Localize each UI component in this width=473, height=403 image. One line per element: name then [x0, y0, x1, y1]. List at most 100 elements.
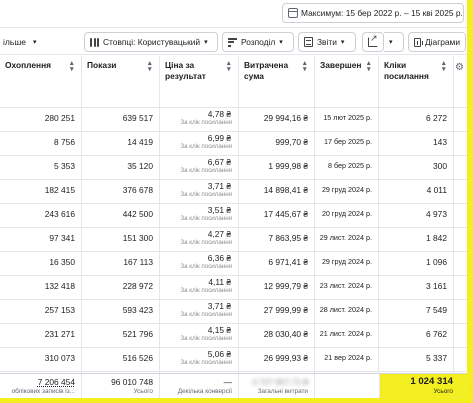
column-header-label: Витрачена сума	[244, 60, 289, 81]
charts-button-label: Діаграми	[425, 37, 460, 47]
cell-impressions: 593 423	[82, 300, 160, 324]
cost-per-result-caption: За клік посилання	[180, 311, 232, 318]
column-header-cost-per-result[interactable]: Ціна за результат	[160, 56, 239, 108]
cell-cost-per-result: 4,11 ₴ За клік посилання	[160, 276, 239, 300]
cost-per-result-value: 3,71 ₴	[207, 181, 231, 191]
cell-reach: 16 350	[0, 252, 82, 276]
cost-per-result-caption: За клік посилання	[180, 263, 232, 270]
breakdown-button-label: Розподіл	[241, 37, 276, 47]
cell-amount-spent: 14 898,41 ₴	[239, 180, 315, 204]
export-button[interactable]	[362, 32, 384, 52]
cell-link-clicks: 5 337	[379, 348, 454, 372]
column-header-reach[interactable]: Охоплення	[0, 56, 82, 108]
summary-clicks-caption: Усього	[433, 388, 453, 395]
cell-cost-per-result: 5,06 ₴ За клік посилання	[160, 348, 239, 372]
cell-reach: 231 271	[0, 324, 82, 348]
cost-per-result-caption: За клік посилання	[180, 191, 232, 198]
cell-ends: 29 груд 2024 р.	[315, 180, 379, 204]
cost-per-result-caption: За клік посилання	[180, 239, 232, 246]
sort-icon[interactable]	[227, 59, 234, 76]
cell-cost-per-result: 6,67 ₴ За клік посилання	[160, 156, 239, 180]
calendar-icon	[288, 8, 298, 18]
cell-cost-per-result: 4,27 ₴ За клік посилання	[160, 228, 239, 252]
chevron-down-icon: ▾	[340, 39, 345, 46]
cell-link-clicks: 4 011	[379, 180, 454, 204]
sort-icon[interactable]	[148, 59, 155, 76]
reports-button[interactable]: Звіти ▾	[298, 32, 356, 52]
table-row[interactable]: 257 153 593 423 3,71 ₴ За клік посилання 27 …	[0, 300, 467, 324]
table-row[interactable]: 5 353 35 120 6,67 ₴ За клік посилання 1 999,…	[0, 156, 467, 180]
table-row[interactable]: 280 251 639 517 4,78 ₴ За клік посилання 29 …	[0, 108, 467, 132]
table-row[interactable]: 182 415 376 678 3,71 ₴ За клік посилання 14 …	[0, 180, 467, 204]
sort-icon[interactable]	[367, 59, 374, 76]
column-header-label: Покази	[87, 60, 117, 70]
cell-reach: 257 153	[0, 300, 82, 324]
cost-per-result-value: 4,27 ₴	[207, 229, 231, 239]
summary-spent-caption: Загальні витрати	[257, 388, 308, 395]
column-header-ends[interactable]: Завершен	[315, 56, 379, 108]
table-row[interactable]: 16 350 167 113 6,36 ₴ За клік посилання 6 97…	[0, 252, 467, 276]
cell-impressions: 35 120	[82, 156, 160, 180]
cost-per-result-value: 3,51 ₴	[207, 205, 231, 215]
breakdown-icon	[228, 37, 237, 47]
chevron-down-icon[interactable]: ▾	[33, 39, 37, 46]
columns-button[interactable]: Стовпці: Користувацький ▾	[84, 32, 218, 52]
cell-ends: 17 бер 2025 р.	[315, 132, 379, 156]
cell-amount-spent: 26 999,93 ₴	[239, 348, 315, 372]
cell-impressions: 167 113	[82, 252, 160, 276]
cell-impressions: 376 678	[82, 180, 160, 204]
summary-impressions-value: 96 010 748	[111, 377, 153, 387]
charts-icon	[414, 37, 423, 47]
cost-per-result-caption: За клік посилання	[180, 359, 232, 366]
cost-per-result-caption: За клік посилання	[180, 119, 232, 126]
cost-per-result-value: 4,15 ₴	[207, 325, 231, 335]
table-row[interactable]: 310 073 516 526 5,06 ₴ За клік посилання 26 …	[0, 348, 467, 372]
breakdown-button[interactable]: Розподіл ▾	[222, 32, 294, 52]
cell-amount-spent: 12 999,79 ₴	[239, 276, 315, 300]
cost-per-result-value: 6,67 ₴	[207, 157, 231, 167]
summary-cpr-caption: Декілька конверсії	[177, 388, 232, 395]
cost-per-result-value: 3,71 ₴	[207, 301, 231, 311]
cost-per-result-value: 4,11 ₴	[208, 277, 231, 287]
cell-amount-spent: 29 994,16 ₴	[239, 108, 315, 132]
table-toolbar: ільше ▾ Стовпці: Користувацький ▾ Розпод…	[0, 27, 467, 55]
export-menu-button[interactable]: ▾	[384, 32, 404, 52]
date-range-picker[interactable]: Максимум: 15 бер 2022 р. – 15 кві 2025 р…	[282, 3, 464, 23]
cell-impressions: 516 526	[82, 348, 160, 372]
cost-per-result-caption: За клік посилання	[180, 215, 232, 222]
summary-reach-caption: облікових записів із...	[11, 388, 75, 395]
more-filter-label[interactable]: ільше	[3, 37, 27, 47]
cell-impressions: 521 796	[82, 324, 160, 348]
cell-amount-spent: 17 445,67 ₴	[239, 204, 315, 228]
summary-clicks-value: 1 024 314	[410, 376, 453, 387]
table-row[interactable]: 243 616 442 500 3,51 ₴ За клік посилання 17 …	[0, 204, 467, 228]
cost-per-result-caption: За клік посилання	[180, 287, 232, 294]
column-header-link-clicks[interactable]: Кліки посилання	[379, 56, 454, 108]
summary-cpr-value: —	[223, 377, 232, 387]
chevron-down-icon: ▾	[204, 39, 208, 46]
cell-reach: 132 418	[0, 276, 82, 300]
cell-ends: 8 бер 2025 р.	[315, 156, 379, 180]
sort-icon[interactable]	[303, 59, 310, 76]
column-header-amount-spent[interactable]: Витрачена сума	[239, 56, 315, 108]
cell-cost-per-result: 3,51 ₴ За клік посилання	[160, 204, 239, 228]
cell-reach: 97 341	[0, 228, 82, 252]
cell-ends: 28 лист. 2024 р.	[315, 300, 379, 324]
settings-icon[interactable]: ⚙	[455, 62, 464, 73]
charts-button[interactable]: Діаграми	[408, 32, 466, 52]
column-header-label: Ціна за результат	[165, 60, 206, 81]
table-row[interactable]: 8 756 14 419 6,99 ₴ За клік посилання 999,70…	[0, 132, 467, 156]
column-header-impressions[interactable]: Покази	[82, 56, 160, 108]
cell-ends: 29 лист. 2024 р.	[315, 228, 379, 252]
cost-per-result-value: 6,99 ₴	[207, 133, 231, 143]
cell-link-clicks: 300	[379, 156, 454, 180]
cell-impressions: 442 500	[82, 204, 160, 228]
table-row[interactable]: 132 418 228 972 4,11 ₴ За клік посилання 12 …	[0, 276, 467, 300]
cost-per-result-value: 4,78 ₴	[207, 109, 231, 119]
sort-icon[interactable]	[70, 59, 77, 76]
table-row[interactable]: 97 341 151 300 4,27 ₴ За клік посилання 7 86…	[0, 228, 467, 252]
cell-impressions: 14 419	[82, 132, 160, 156]
table-row[interactable]: 231 271 521 796 4,15 ₴ За клік посилання 28 …	[0, 324, 467, 348]
cost-per-result-caption: За клік посилання	[180, 167, 232, 174]
sort-icon[interactable]	[442, 59, 449, 76]
